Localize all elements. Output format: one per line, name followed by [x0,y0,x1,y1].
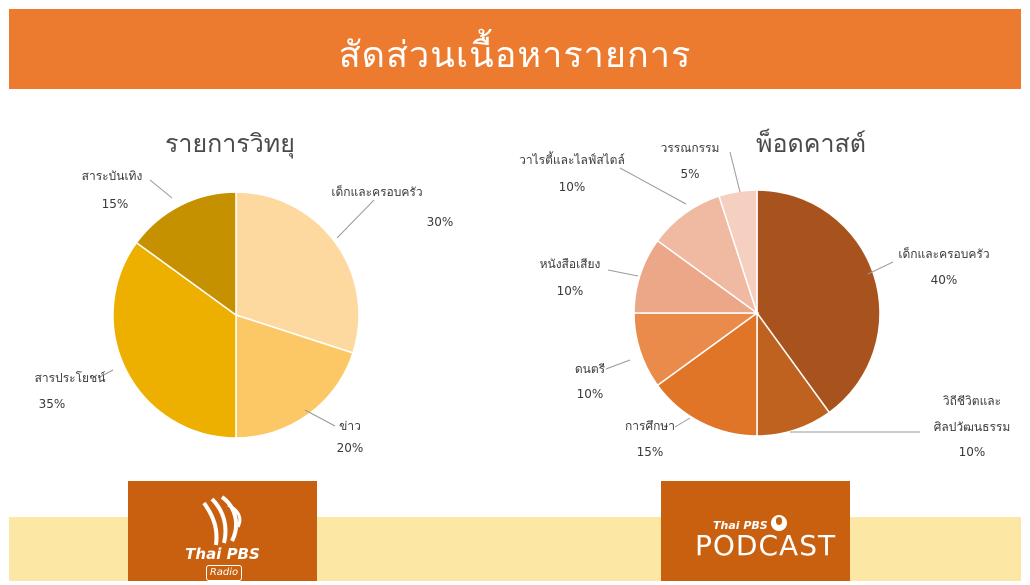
podcast-slice-label-2: การศึกษา [625,419,675,433]
page-title: สัดส่วนเนื้อหารายการ [338,35,692,76]
radio-leader-line-2 [97,369,114,379]
radio-slice-value-1: 20% [337,441,364,455]
radio-slice-label-3: สาระบันเทิง [82,169,143,183]
podcast-slice-label-3: ดนตรี [575,362,606,376]
podcast-slice-label-5: วาไรตี้และไลฟ์สไตล์ [519,151,625,167]
radio-slice-value-2: 35% [39,397,66,411]
podcast-slice-5 [656,195,759,315]
thai-pbs-radio-logo: Thai PBS Radio [128,481,317,581]
podcast-chart-title: พ็อดคาสต์ [756,129,866,158]
podcast-slice-label-4: หนังสือเสียง [540,257,601,271]
podcast-leader-line-3 [605,359,631,370]
chart-labels: เด็กและครอบครัว 30% ข่าว 20% สารประโยชน์ 35% ส… [35,141,1011,459]
radio-slice-value-0: 30% [427,215,454,229]
podcast-slice-3 [633,312,760,387]
podcast-slice-value-0: 40% [931,273,958,287]
podcast-slice-value-2: 15% [637,445,664,459]
radio-slice-1 [235,313,354,439]
radio-leader-line-1 [304,409,336,427]
radio-slice-3 [135,191,237,317]
podcast-slice-value-6: 5% [680,167,699,181]
podcast-pie-chart [633,189,881,437]
radio-slice-label-1: ข่าว [339,419,361,433]
podcast-mic-icon [771,515,787,531]
podcast-slice-2 [656,311,758,437]
podcast-logo-word: PODCAST [695,529,837,562]
radio-pie-chart [112,191,360,439]
podcast-slice-0 [756,189,881,414]
radio-leader-line-0 [336,199,375,239]
podcast-slice-value-3: 10% [577,387,604,401]
podcast-slice-label-1-line2: ศิลปวัฒนธรรม [934,420,1011,434]
podcast-leader-line-4 [607,269,639,277]
podcast-slice-6 [718,189,758,314]
podcast-slice-value-4: 10% [557,284,584,298]
podcast-slice-4 [633,239,760,314]
radio-chart-title: รายการวิทยุ [165,129,295,158]
podcast-slice-value-1: 10% [959,445,986,459]
radio-slice-label-0: เด็กและครอบครัว [331,184,422,199]
radio-slice-label-2: สารประโยชน์ [35,371,106,385]
radio-slice-2 [112,241,237,439]
radio-leader-line-3 [149,179,173,199]
radio-wave-icon [202,495,242,546]
radio-logo-sub: Radio [206,565,242,581]
podcast-slice-label-0: เด็กและครอบครัว [898,246,989,261]
radio-slice-0 [235,191,360,354]
podcast-leader-line-6 [729,151,741,193]
pie-charts: เด็กและครอบครัว 30% ข่าว 20% สารประโยชน์ 35% ส… [35,141,1011,459]
radio-slice-value-3: 15% [102,197,129,211]
podcast-leader-line-2 [674,417,691,428]
podcast-leader-line-5 [619,167,687,205]
radio-logo-brand: Thai PBS [185,545,260,563]
podcast-slice-label-6: วรรณกรรม [661,141,720,155]
podcast-slice-1 [756,310,831,437]
podcast-slice-label-1: วิถีชีวิตและ [943,394,1001,408]
podcast-leader-line-0 [867,261,894,275]
thai-pbs-podcast-logo: Thai PBS PODCAST [661,481,850,581]
podcast-slice-value-5: 10% [559,180,586,194]
header-banner: สัดส่วนเนื้อหารายการ [9,9,1021,89]
podcast-logo-brand: Thai PBS [713,519,768,532]
